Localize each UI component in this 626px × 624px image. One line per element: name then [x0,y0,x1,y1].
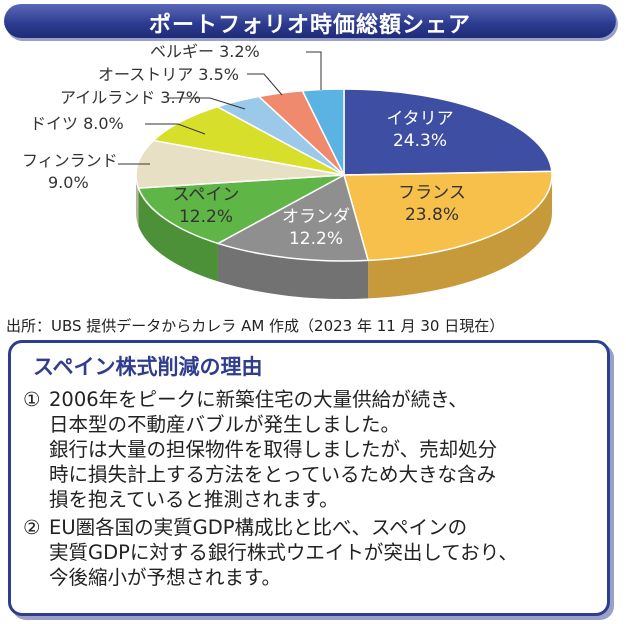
reason-1-line-2: 日本型の不動産バブルが発生しました。 [49,413,401,436]
slice-value-3: 12.2% [289,229,343,249]
slice-label-4: スペイン [173,185,240,205]
reason-2-line-1: EU圏各国の実質GDP構成比と比べ、スペインの [49,516,468,539]
title-banner: ポートフォリオ時価総額シェア [4,4,616,38]
reason-number-1: ① [23,388,41,411]
reason-number-2: ② [23,516,41,539]
slice-value-9: 3.2% [219,42,260,61]
slice-label-1: イタリア [386,109,453,129]
pie-slice-9 [301,88,345,176]
reason-1-line-1: 2006年をピークに新築住宅の大量供給が続き、 [49,388,468,411]
slice-value-1: 24.3% [393,131,447,151]
reasons-box: スペイン株式削減の理由 ① 2006年をピークに新築住宅の大量供給が続き、 日本… [8,340,610,616]
leader-line-8 [247,73,283,96]
pie-side-4 [138,188,218,282]
reason-2-line-3: 今後縮小が予想されます。 [49,566,282,589]
slice-value-5: 9.0% [48,173,89,192]
slice-label-6: ドイツ 8.0% [30,114,124,133]
pie-top [135,88,553,262]
reason-1-line-4: 時に損失計上する方法をとっているため大きな含み [49,463,496,486]
slice-value-2: 23.8% [405,205,459,225]
pie-chart: イタリア24.3%フランス23.8%オランダ12.2%スペイン12.2%フィンラ… [22,42,553,299]
slice-label-2: フランス [398,183,466,203]
reason-1-line-3: 銀行は大量の担保物件を取得しましたが、売却処分 [49,438,498,461]
slice-label-5: フィンランド [22,151,118,170]
slice-value-4: 12.2% [179,207,233,227]
pie-slice-6 [151,105,345,176]
reason-item-2: ② EU圏各国の実質GDP構成比と比べ、スペインの 実質GDPに対する銀行株式ウ… [23,515,605,590]
slice-value-7: 3.7% [160,88,201,107]
slice-value-8: 3.5% [198,65,239,84]
slice-label-9: ベルギー 3.2% [150,42,260,61]
reason-1-line-5: 損を抱えていると推測されます。 [49,488,339,511]
reason-item-1: ① 2006年をピークに新築住宅の大量供給が続き、 日本型の不動産バブルが発生し… [23,387,605,512]
pie-labels: イタリア24.3%フランス23.8%オランダ12.2%スペイン12.2%フィンラ… [22,42,466,249]
pie-side-3 [217,243,369,299]
reasons-title: スペイン株式削減の理由 [33,355,263,379]
pie-slice-1 [343,88,553,176]
slice-label-3: オランダ [282,207,350,227]
pie-slice-3 [216,173,370,262]
slice-label-8: オーストリア 3.5% [98,65,239,84]
reason-2-line-2: 実質GDPに対する銀行株式ウエイトが突出しており、 [49,541,518,564]
source-note: 出所：UBS 提供データからカレラ AM 作成（2023 年 11 月 30 日… [6,317,505,335]
chart-title: ポートフォリオ時価総額シェア [148,13,471,38]
pie-side-2 [368,175,552,299]
pie-slice-4 [137,174,345,245]
leader-line-9 [306,51,322,90]
pie-slice-2 [343,170,553,262]
slice-value-6: 8.0% [83,114,124,133]
leader-line-7 [168,97,246,110]
leader-line-6 [145,123,206,135]
slice-label-7: アイルランド 3.7% [60,88,201,107]
